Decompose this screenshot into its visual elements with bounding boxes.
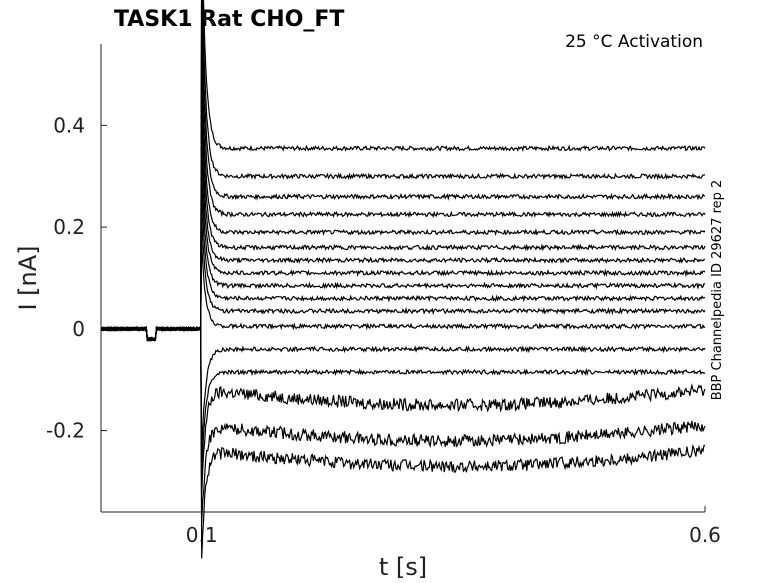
current-trace [101,325,706,523]
current-trace [100,165,705,341]
x-axis-label: t [s] [379,553,427,581]
current-trace [100,84,706,342]
condition-annotation: 25 °C Activation [565,32,703,52]
current-trace [100,0,705,342]
current-trace [100,191,706,341]
current-trace [100,57,706,342]
y-ticks: -0.2 0 0.2 0.4 [46,113,107,443]
current-trace [100,25,706,341]
y-tick-label: -0.2 [46,419,85,443]
x-tick-label: 0.6 [689,523,721,547]
chart-title: TASK1 Rat CHO_FT [114,7,344,32]
current-trace [100,110,706,342]
current-trace [100,243,706,341]
current-trace [100,0,706,342]
x-axis: 0.1 0.6 [101,506,721,547]
y-axis-label: I [nA] [14,245,42,310]
y-tick-label: 0.4 [53,113,85,137]
y-tick-label: 0.2 [53,215,85,239]
current-trace [100,139,706,342]
current-traces [100,0,706,559]
current-trace [100,216,706,341]
side-id-label: BBP Channelpedia ID 29627 rep 2 [710,180,725,401]
current-trace [100,325,706,495]
y-axis: -0.2 0 0.2 0.4 [46,44,107,512]
y-tick-label: 0 [72,317,85,341]
current-trace [100,0,706,341]
current-trace [100,326,706,559]
